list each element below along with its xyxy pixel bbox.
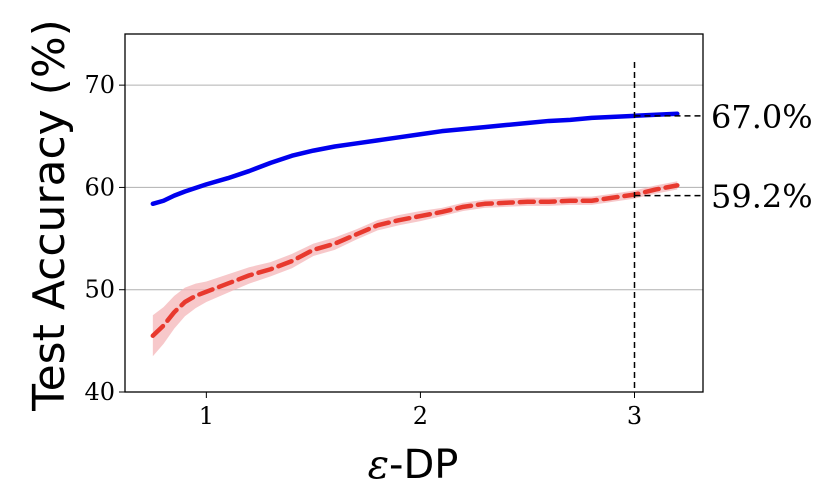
x-axis-label: ε-DP — [368, 442, 459, 488]
y-tick-label: 50 — [84, 276, 115, 304]
y-tick-label: 40 — [84, 378, 115, 406]
y-tick-label: 60 — [84, 173, 115, 201]
reference-lines — [633, 62, 703, 392]
series-line — [150, 111, 680, 207]
annotation-label: 59.2% — [711, 178, 813, 216]
annotations: 67.0% 59.2% — [711, 98, 813, 216]
plot-frame — [124, 33, 704, 393]
x-tick-label: 1 — [199, 402, 214, 430]
confidence-bands — [152, 181, 678, 357]
series-lines — [150, 111, 680, 338]
axis-ticks: 40 50 60 70 1 2 3 — [84, 71, 642, 430]
x-axis-label-suffix: -DP — [389, 442, 458, 488]
x-tick-label: 3 — [627, 402, 642, 430]
annotation-label: 67.0% — [711, 98, 813, 136]
series-line — [150, 183, 680, 338]
y-tick-label: 70 — [84, 71, 115, 99]
y-axis-label: Test Accuracy (%) — [24, 19, 75, 412]
x-tick-label: 2 — [413, 402, 428, 430]
x-axis-label-symbol: ε — [368, 442, 389, 488]
series-band — [152, 181, 678, 357]
